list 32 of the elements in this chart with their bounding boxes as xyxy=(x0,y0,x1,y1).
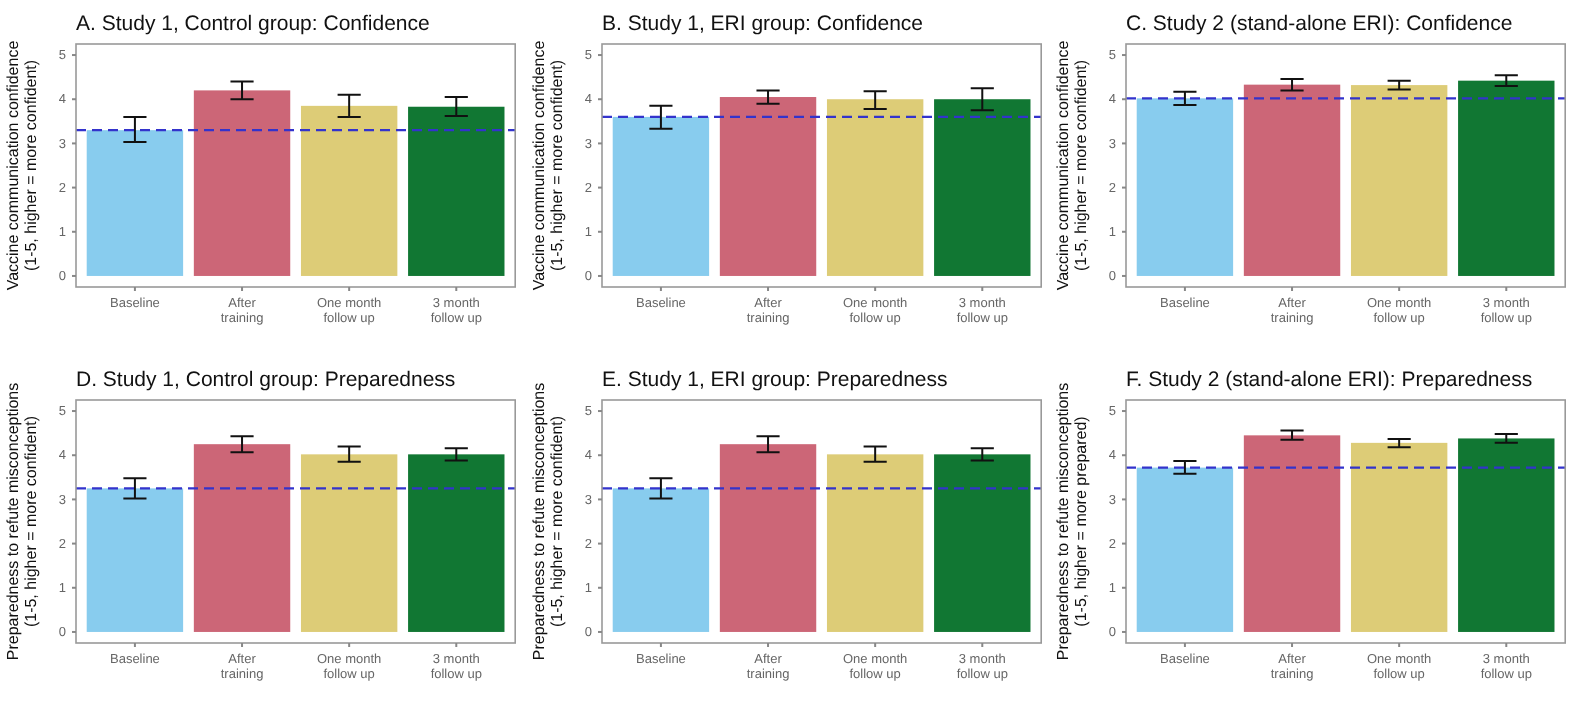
bar xyxy=(1137,466,1234,631)
bar xyxy=(1458,437,1555,631)
bar xyxy=(1351,441,1448,631)
bar xyxy=(86,487,184,631)
bar xyxy=(826,99,923,276)
bar xyxy=(408,106,505,276)
chart-title: F. Study 2 (stand-alone ERI): Preparedness xyxy=(1126,367,1533,391)
chart-title: A. Study 1, Control group: Confidence xyxy=(76,12,431,36)
bar xyxy=(86,130,184,276)
bar xyxy=(933,99,1030,276)
bar xyxy=(408,453,505,631)
y-axis-title: Preparedness to refute misconceptions (1-5, higher = more prepared) xyxy=(1054,381,1091,660)
chart-title: B. Study 1, ERI group: Confidence xyxy=(601,12,923,36)
y-axis-title: Vaccine communication confidence (1-5, higher = more confident) xyxy=(4,39,40,291)
chart-title: C. Study 2 (stand-alone ERI): Confidence xyxy=(1126,12,1514,36)
bar xyxy=(826,453,923,631)
bar xyxy=(300,453,398,631)
y-axis-title: Preparedness to refute misconceptions (1-5, higher = more confident) xyxy=(4,381,40,660)
y-axis-title: Vaccine communication confidence (1-5, higher = more confident) xyxy=(529,39,566,291)
chart-title: D. Study 1, Control group: Preparedness xyxy=(76,367,456,391)
bar xyxy=(611,487,709,631)
y-axis-title: Vaccine communication confidence (1-5, higher = more confident) xyxy=(1054,39,1091,291)
bar xyxy=(719,97,816,276)
chart-title: E. Study 1, ERI group: Preparedness xyxy=(601,367,947,391)
bar xyxy=(933,453,1030,631)
bar xyxy=(193,443,291,631)
bar xyxy=(193,90,291,276)
bar xyxy=(1244,434,1341,631)
bar xyxy=(719,443,816,631)
bar xyxy=(300,105,398,276)
y-axis-title: Preparedness to refute misconceptions (1-5, higher = more confident) xyxy=(529,381,566,660)
bar xyxy=(611,116,709,276)
